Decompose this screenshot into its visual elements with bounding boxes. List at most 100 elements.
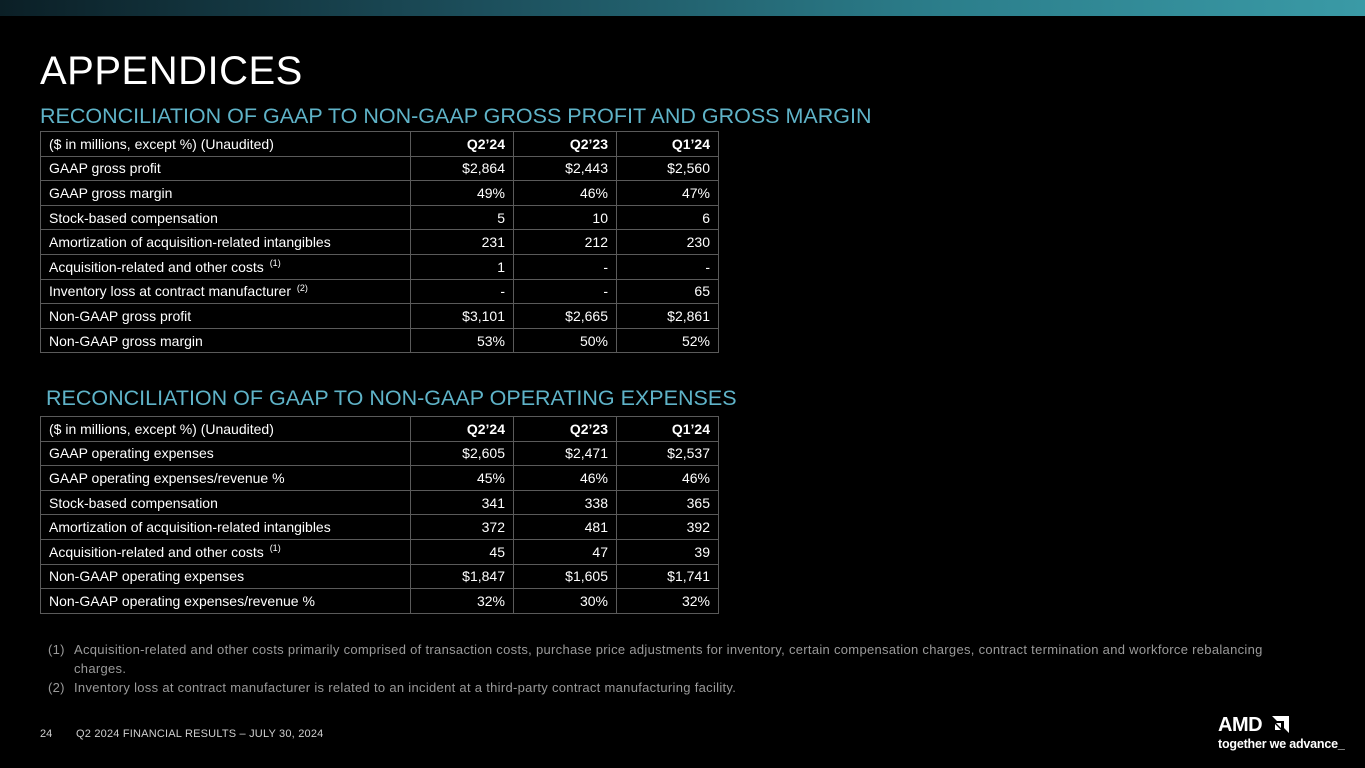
cell-value: $2,665 [513, 303, 617, 329]
logo-wordmark: AMD [1218, 714, 1263, 736]
cell-value: 32% [616, 588, 719, 614]
cell-value: $2,560 [616, 155, 719, 182]
cell-value: 338 [513, 489, 617, 516]
cell-value: 6 [616, 204, 719, 231]
footnote-2: (2) Inventory loss at contract manufactu… [48, 678, 1288, 697]
row-label: Amortization of acquisition-related inta… [40, 229, 411, 255]
row-label-with-footnote: Acquisition-related and other costs (1) [40, 253, 411, 280]
header-q2-24: Q2’24 [410, 131, 514, 157]
table-row: Acquisition-related and other costs (1) … [40, 253, 719, 280]
cell-value: 52% [616, 327, 719, 354]
cell-value: - [513, 253, 617, 280]
row-label: Non-GAAP operating expenses/revenue % [40, 588, 411, 614]
row-label: GAAP operating expenses/revenue % [40, 465, 411, 491]
header-label: ($ in millions, except %) (Unaudited) [40, 131, 411, 157]
table-row: Non-GAAP operating expenses/revenue % 32… [40, 588, 719, 614]
footnote-number: (1) [48, 642, 65, 657]
cell-value: 365 [616, 489, 719, 516]
cell-value: 39 [616, 538, 719, 565]
table-row: Stock-based compensation 5 10 6 [40, 204, 719, 231]
row-label: Stock-based compensation [40, 204, 411, 231]
cell-value: 212 [513, 229, 617, 255]
cell-value: 231 [410, 229, 514, 255]
table-row: Non-GAAP operating expenses $1,847 $1,60… [40, 563, 719, 590]
header-q2-24: Q2’24 [410, 416, 514, 442]
row-label: Inventory loss at contract manufacturer [49, 283, 291, 300]
header-q1-24: Q1’24 [616, 416, 719, 442]
table-row: Stock-based compensation 341 338 365 [40, 489, 719, 516]
cell-value: 392 [616, 514, 719, 540]
row-label: Non-GAAP gross margin [40, 327, 411, 354]
amd-logo: AMD together we advance_ [1218, 714, 1348, 758]
header-label: ($ in millions, except %) (Unaudited) [40, 416, 411, 442]
cell-value: 45% [410, 465, 514, 491]
cell-value: 49% [410, 180, 514, 206]
footnotes: (1) Acquisition-related and other costs … [48, 640, 1288, 697]
row-label: Stock-based compensation [40, 489, 411, 516]
cell-value: - [513, 278, 617, 305]
footnote-text: Acquisition-related and other costs prim… [74, 642, 1263, 676]
header-q1-24: Q1’24 [616, 131, 719, 157]
row-label-with-footnote: Acquisition-related and other costs (1) [40, 538, 411, 565]
cell-value: 341 [410, 489, 514, 516]
row-label: Acquisition-related and other costs [49, 258, 264, 275]
cell-value: 32% [410, 588, 514, 614]
cell-value: 47 [513, 538, 617, 565]
gross-reconciliation-table: ($ in millions, except %) (Unaudited) Q2… [40, 131, 719, 354]
table-row: GAAP operating expenses/revenue % 45% 46… [40, 465, 719, 491]
table-row: GAAP gross profit $2,864 $2,443 $2,560 [40, 155, 719, 182]
row-label: Non-GAAP operating expenses [40, 563, 411, 590]
footnote-marker: (1) [269, 543, 281, 554]
row-label: GAAP gross margin [40, 180, 411, 206]
cell-value: 53% [410, 327, 514, 354]
cell-value: 10 [513, 204, 617, 231]
cell-value: $2,605 [410, 440, 514, 467]
row-label: GAAP operating expenses [40, 440, 411, 467]
cell-value: $2,471 [513, 440, 617, 467]
cell-value: 46% [513, 180, 617, 206]
footnote-1: (1) Acquisition-related and other costs … [48, 640, 1288, 678]
table-row: Inventory loss at contract manufacturer … [40, 278, 719, 305]
table-row: Non-GAAP gross profit $3,101 $2,665 $2,8… [40, 303, 719, 329]
row-label: Acquisition-related and other costs [49, 543, 264, 560]
table-header-row: ($ in millions, except %) (Unaudited) Q2… [40, 416, 719, 442]
cell-value: $1,605 [513, 563, 617, 590]
cell-value: $3,101 [410, 303, 514, 329]
cell-value: 47% [616, 180, 719, 206]
footnote-marker: (1) [269, 258, 281, 269]
table-row: Non-GAAP gross margin 53% 50% 52% [40, 327, 719, 354]
cell-value: 46% [513, 465, 617, 491]
table-row: Amortization of acquisition-related inta… [40, 229, 719, 255]
cell-value: - [616, 253, 719, 280]
cell-value: $1,847 [410, 563, 514, 590]
row-label: Amortization of acquisition-related inta… [40, 514, 411, 540]
opex-section-title: RECONCILIATION OF GAAP TO NON-GAAP OPERA… [46, 386, 737, 410]
cell-value: 45 [410, 538, 514, 565]
cell-value: $2,861 [616, 303, 719, 329]
logo-tagline: together we advance_ [1218, 737, 1345, 751]
table-row: Acquisition-related and other costs (1) … [40, 538, 719, 565]
cell-value: 1 [410, 253, 514, 280]
cell-value: 30% [513, 588, 617, 614]
footnote-number: (2) [48, 680, 65, 695]
table-header-row: ($ in millions, except %) (Unaudited) Q2… [40, 131, 719, 157]
row-label: Non-GAAP gross profit [40, 303, 411, 329]
row-label-with-footnote: Inventory loss at contract manufacturer … [40, 278, 411, 305]
amd-arrow-icon [1272, 716, 1289, 733]
page-title: APPENDICES [40, 49, 303, 93]
cell-value: - [410, 278, 514, 305]
page-number: 24 [40, 728, 53, 740]
footer-text: Q2 2024 FINANCIAL RESULTS – JULY 30, 202… [76, 728, 324, 740]
footnote-marker: (2) [296, 282, 308, 293]
cell-value: 50% [513, 327, 617, 354]
table-row: GAAP operating expenses $2,605 $2,471 $2… [40, 440, 719, 467]
cell-value: 65 [616, 278, 719, 305]
cell-value: 230 [616, 229, 719, 255]
opex-reconciliation-table: ($ in millions, except %) (Unaudited) Q2… [40, 416, 719, 614]
table-row: GAAP gross margin 49% 46% 47% [40, 180, 719, 206]
footnote-text: Inventory loss at contract manufacturer … [74, 680, 737, 695]
cell-value: $2,537 [616, 440, 719, 467]
cell-value: 5 [410, 204, 514, 231]
cell-value: 372 [410, 514, 514, 540]
gross-section-title: RECONCILIATION OF GAAP TO NON-GAAP GROSS… [40, 104, 872, 128]
